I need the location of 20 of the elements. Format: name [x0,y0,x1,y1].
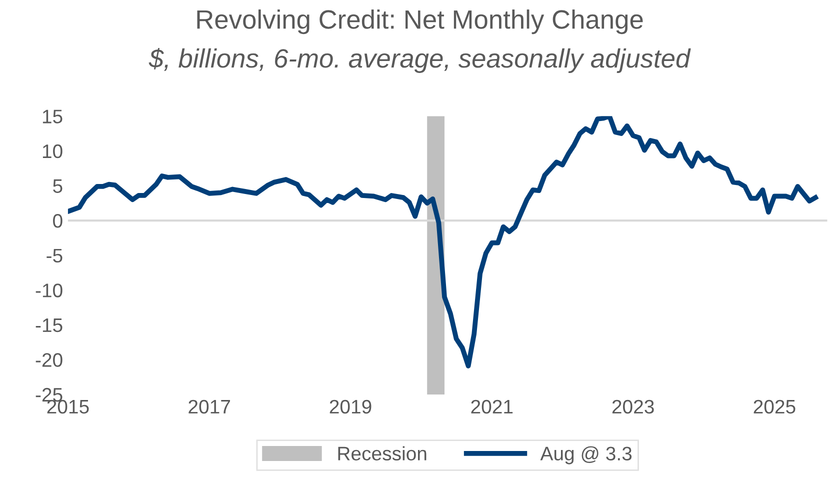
y-tick-label: -25 [36,388,62,402]
y-tick-label: -10 [36,284,62,298]
y-tick-label: -15 [36,318,62,332]
x-tick-label: 2019 [330,400,372,414]
y-tick-label: -5 [46,248,62,263]
chart-title: Revolving Credit: Net Monthly Change [197,9,643,34]
y-tick-label: 0 [53,214,62,228]
x-tick-label: 2023 [612,400,654,414]
legend-label: Recession [338,446,426,460]
legend-label: Aug @ 3.3 [540,446,632,464]
x-tick-label: 2017 [188,400,230,414]
y-tick-label: 15 [42,110,62,124]
line-series [68,116,818,368]
x-tick-label: 2025 [754,400,796,414]
y-tick-label: 10 [42,144,62,158]
x-tick-label: 2015 [47,400,89,414]
y-tick-label: 5 [53,179,62,193]
chart-subtitle: $, billions, 6-mo. average, seasonally adjusted [148,48,691,74]
y-tick-label: -20 [36,353,62,367]
x-tick-label: 2021 [471,400,513,414]
